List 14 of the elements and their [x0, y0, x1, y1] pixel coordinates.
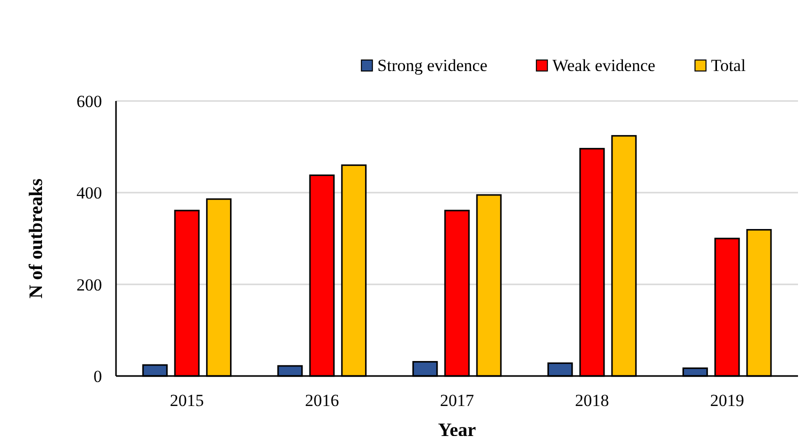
legend-label: Weak evidence — [552, 56, 656, 75]
y-tick-label: 600 — [76, 92, 102, 111]
x-tick-label: 2016 — [304, 391, 339, 410]
legend-label: Strong evidence — [377, 56, 488, 75]
x-tick-label: 2015 — [170, 391, 204, 410]
y-tick-label: 0 — [94, 366, 102, 386]
x-tick-label: 2018 — [575, 391, 610, 410]
x-axis-title: Year — [438, 420, 477, 441]
x-tick-label: 2017 — [440, 391, 474, 410]
y-tick-label: 200 — [76, 275, 102, 294]
y-tick-label: 400 — [76, 184, 102, 203]
x-tick-label: 2019 — [710, 391, 744, 410]
legend-label: Total — [711, 56, 746, 75]
y-axis-title: N of outbreaks — [26, 178, 47, 298]
